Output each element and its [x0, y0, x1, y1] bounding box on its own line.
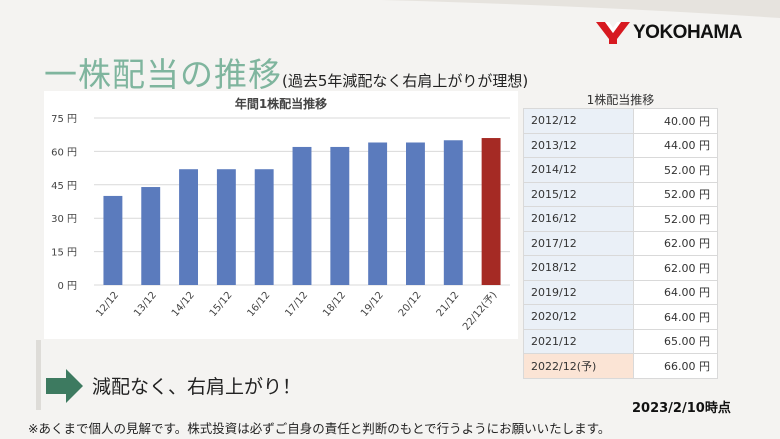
conclusion-text: 減配なく、右肩上がり！ [92, 376, 302, 398]
table-value-cell: 52.00 円 [633, 157, 718, 183]
chart-plot: 0 円 15 円 30 円 45 円 60 円 75 円 12/12 13/12 14/12 15… [51, 114, 510, 333]
y-tick-label: 0 円 [57, 281, 77, 292]
table-year-cell: 2016/12 [523, 206, 634, 232]
y-tick-label: 75 円 [51, 114, 77, 125]
table-year-cell: 2012/12 [523, 108, 634, 134]
table-year-cell: 2021/12 [523, 328, 634, 354]
table-row: 2012/12 40.00 円 [523, 108, 718, 134]
page-title: 一株配当の推移(過去5年減配なく右肩上がりが理想) [44, 48, 528, 96]
table-row: 2022/12(予) 66.00 円 [523, 353, 718, 379]
table-value-cell: 66.00 円 [633, 353, 718, 379]
y-tick-label: 45 円 [51, 181, 77, 192]
table-year-cell: 2013/12 [523, 132, 634, 158]
chart-bar [254, 169, 274, 285]
table-year-cell: 2018/12 [523, 255, 634, 281]
table-year-cell: 2019/12 [523, 279, 634, 305]
arrow-right-icon [46, 368, 84, 408]
table-value-cell: 52.00 円 [633, 181, 718, 207]
table-value-cell: 64.00 円 [633, 304, 718, 330]
table-row: 2013/12 44.00 円 [523, 132, 718, 158]
table-row: 2020/12 64.00 円 [523, 304, 718, 330]
table-year-cell: 2017/12 [523, 230, 634, 256]
dividend-table: 2012/12 40.00 円 2013/12 44.00 円 2014/12 52.00… [523, 108, 718, 379]
table-value-cell: 62.00 円 [633, 255, 718, 281]
table-row: 2014/12 52.00 円 [523, 157, 718, 183]
table-value-cell: 40.00 円 [633, 108, 718, 134]
table-value-cell: 62.00 円 [633, 230, 718, 256]
logo-text: YOKOHAMA [633, 22, 742, 43]
table-year-cell: 2015/12 [523, 181, 634, 207]
x-tick-label: 17/12 [283, 290, 310, 319]
table-value-cell: 44.00 円 [633, 132, 718, 158]
table-row: 2021/12 65.00 円 [523, 328, 718, 354]
table-row: 2016/12 52.00 円 [523, 206, 718, 232]
table-row: 2017/12 62.00 円 [523, 230, 718, 256]
chart-bar [141, 187, 161, 285]
table-value-cell: 64.00 円 [633, 279, 718, 305]
x-tick-label: 21/12 [435, 290, 462, 319]
x-tick-label: 13/12 [132, 290, 159, 319]
x-tick-label: 14/12 [170, 290, 197, 319]
as-of-date: 2023/2/10時点 [632, 401, 731, 416]
table-value-cell: 65.00 円 [633, 328, 718, 354]
chart-title: 年間1株配当推移 [234, 97, 328, 111]
table-year-cell: 2020/12 [523, 304, 634, 330]
table-value-cell: 52.00 円 [633, 206, 718, 232]
y-tick-label: 30 円 [51, 214, 77, 225]
yokohama-logo-mark [596, 22, 630, 44]
chart-bar [481, 138, 501, 285]
dividend-chart: 年間1株配当推移 0 円 15 円 30 円 45 円 60 円 75 円 12/12 13/… [44, 91, 518, 339]
table-year-cell: 2014/12 [523, 157, 634, 183]
disclaimer-footnote: ※あくまで個人の見解です。株式投資は必ずご自身の責任と判断のもとで行うようにお願… [28, 421, 611, 436]
chart-bar [103, 195, 123, 285]
table-row: 2015/12 52.00 円 [523, 181, 718, 207]
title-main: 一株配当の推移 [44, 55, 282, 94]
title-subtitle: (過去5年減配なく右肩上がりが理想) [282, 72, 529, 90]
chart-bar [368, 142, 388, 285]
chart-bar [179, 169, 198, 285]
table-row: 2018/12 62.00 円 [523, 255, 718, 281]
yokohama-logo: YOKOHAMA [596, 22, 742, 44]
y-tick-label: 15 円 [51, 248, 77, 259]
x-tick-label: 12/12 [94, 290, 121, 319]
x-tick-label: 19/12 [359, 290, 386, 319]
table-year-cell: 2022/12(予) [523, 353, 634, 379]
x-tick-label: 16/12 [246, 290, 273, 319]
chart-bar [330, 146, 350, 285]
x-tick-label: 15/12 [208, 290, 235, 319]
x-tick-label: 18/12 [321, 290, 348, 319]
table-row: 2019/12 64.00 円 [523, 279, 718, 305]
chart-bar [443, 140, 463, 285]
y-tick-label: 60 円 [51, 147, 77, 158]
decorative-band [36, 340, 41, 410]
chart-bar [406, 142, 425, 285]
x-tick-label: 22/12(予) [460, 289, 499, 333]
chart-bar [292, 146, 312, 285]
table-title: 1株配当推移 [586, 93, 655, 107]
chart-bar [216, 169, 236, 285]
x-tick-label: 20/12 [397, 290, 424, 319]
